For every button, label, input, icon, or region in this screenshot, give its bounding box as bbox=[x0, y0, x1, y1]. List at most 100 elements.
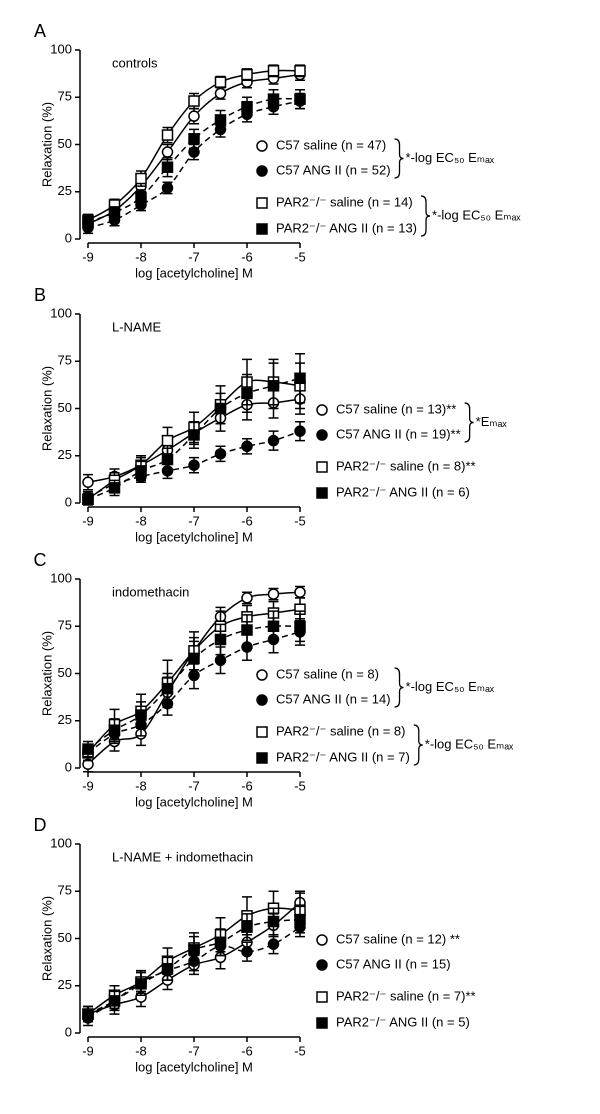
x-tick-label: -9 bbox=[82, 1043, 94, 1058]
data-point bbox=[267, 93, 280, 105]
data-point bbox=[214, 654, 227, 667]
panel-label: D bbox=[34, 815, 47, 835]
data-point bbox=[135, 978, 147, 990]
data-point bbox=[267, 434, 280, 447]
data-point bbox=[267, 620, 280, 632]
y-tick-label: 50 bbox=[58, 930, 72, 945]
y-tick-label: 75 bbox=[58, 883, 72, 898]
data-point bbox=[241, 945, 253, 958]
legend-label: C57 ANG II (n = 15) bbox=[336, 956, 451, 971]
legend-label: PAR2⁻/⁻ saline (n = 14) bbox=[276, 194, 413, 209]
data-point bbox=[241, 100, 253, 113]
data-point bbox=[161, 682, 174, 695]
legend-marker bbox=[316, 461, 328, 473]
y-tick-label: 75 bbox=[58, 89, 72, 104]
legend-label: PAR2⁻/⁻ saline (n = 7)** bbox=[336, 988, 476, 1003]
data-point bbox=[135, 172, 147, 185]
data-point bbox=[214, 402, 227, 415]
data-point bbox=[294, 620, 306, 632]
data-point bbox=[82, 1008, 94, 1020]
data-point bbox=[188, 652, 200, 665]
y-axis-label: Relaxation (%) bbox=[39, 366, 54, 451]
legend-label: C57 ANG II (n = 14) bbox=[276, 691, 391, 706]
legend-label: C57 saline (n = 13)** bbox=[336, 401, 456, 416]
y-tick-label: 25 bbox=[58, 183, 72, 198]
y-tick-label: 50 bbox=[58, 400, 72, 415]
data-point bbox=[161, 146, 174, 158]
annotation: *-log EC₅₀ Eₘₐₓ bbox=[406, 150, 495, 165]
panel-title: L-NAME bbox=[112, 319, 161, 334]
legend-label: C57 saline (n = 12) ** bbox=[336, 931, 460, 946]
x-axis-label: log [acetylcholine] M bbox=[135, 529, 253, 544]
data-point bbox=[241, 592, 253, 604]
x-tick-label: -6 bbox=[241, 513, 253, 528]
legend-label: C57 ANG II (n = 52) bbox=[276, 162, 391, 177]
panel-label: B bbox=[34, 285, 46, 305]
data-point bbox=[135, 465, 147, 477]
annotation: *-log EC₅₀ Eₘₐₓ bbox=[406, 679, 495, 694]
legend-label: C57 ANG II (n = 19)** bbox=[336, 426, 461, 441]
data-point bbox=[294, 586, 306, 598]
data-point bbox=[135, 191, 147, 204]
data-point bbox=[188, 459, 200, 471]
legend-label: C57 saline (n = 8) bbox=[276, 666, 379, 681]
y-tick-label: 25 bbox=[58, 712, 72, 727]
data-point bbox=[241, 440, 253, 453]
y-tick-label: 75 bbox=[58, 618, 72, 633]
data-point bbox=[214, 448, 227, 460]
data-point bbox=[161, 129, 174, 141]
data-point bbox=[241, 624, 253, 636]
y-tick-label: 50 bbox=[58, 665, 72, 680]
legend-marker bbox=[256, 140, 268, 152]
x-tick-label: -8 bbox=[135, 778, 147, 793]
data-point bbox=[294, 425, 306, 437]
data-point bbox=[214, 936, 227, 949]
y-tick-label: 0 bbox=[65, 494, 72, 509]
x-tick-label: -8 bbox=[135, 1043, 147, 1058]
legend-marker bbox=[316, 404, 328, 416]
data-point bbox=[214, 76, 227, 88]
data-point bbox=[82, 476, 94, 488]
data-point bbox=[214, 87, 227, 100]
data-point bbox=[214, 114, 227, 126]
legend-marker bbox=[316, 934, 328, 946]
data-point bbox=[267, 380, 280, 392]
legend-label: PAR2⁻/⁻ ANG II (n = 5) bbox=[336, 1014, 470, 1029]
data-point bbox=[82, 743, 94, 755]
brace bbox=[413, 724, 423, 766]
data-point bbox=[294, 93, 306, 105]
y-tick-label: 75 bbox=[58, 353, 72, 368]
legend-marker bbox=[256, 694, 268, 706]
legend-label: C57 saline (n = 47) bbox=[276, 137, 386, 152]
legend-marker bbox=[256, 165, 268, 177]
data-point bbox=[241, 68, 253, 81]
y-tick-label: 25 bbox=[58, 447, 72, 462]
legend-marker bbox=[256, 752, 268, 764]
legend-label: PAR2⁻/⁻ saline (n = 8) bbox=[276, 723, 405, 738]
panel-title: controls bbox=[112, 55, 158, 70]
data-point bbox=[108, 206, 121, 219]
data-point bbox=[161, 434, 174, 447]
data-point bbox=[135, 709, 147, 721]
y-axis-label: Relaxation (%) bbox=[39, 896, 54, 981]
legend-label: PAR2⁻/⁻ ANG II (n = 6) bbox=[336, 484, 470, 499]
brace bbox=[394, 138, 404, 179]
data-point bbox=[161, 453, 174, 466]
panel-label: C bbox=[34, 550, 47, 570]
x-tick-label: -5 bbox=[294, 1043, 306, 1058]
x-tick-label: -5 bbox=[294, 513, 306, 528]
x-tick-label: -6 bbox=[241, 1043, 253, 1058]
data-point bbox=[161, 182, 174, 194]
x-tick-label: -7 bbox=[188, 778, 200, 793]
y-tick-label: 100 bbox=[50, 570, 72, 585]
legend-marker bbox=[316, 959, 328, 971]
data-point bbox=[267, 938, 280, 950]
data-point bbox=[82, 493, 94, 505]
data-point bbox=[267, 588, 280, 600]
data-point bbox=[241, 387, 253, 400]
data-point bbox=[188, 110, 200, 122]
annotation: *-log EC₅₀ Eₘₐₓ bbox=[425, 736, 514, 751]
y-tick-label: 100 bbox=[50, 41, 72, 56]
legend-marker bbox=[316, 429, 328, 441]
x-tick-label: -9 bbox=[82, 513, 94, 528]
